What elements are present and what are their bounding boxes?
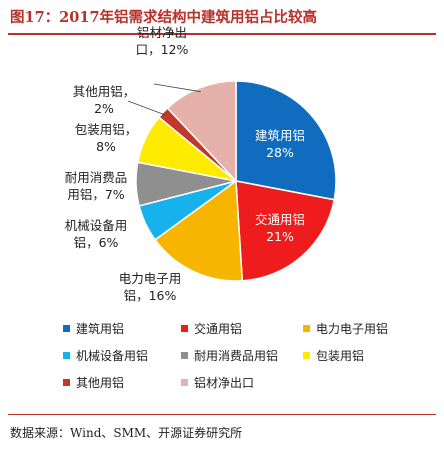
source-note: 数据来源：Wind、SMM、开源证券研究所	[10, 426, 243, 440]
slice-label-text: 铝，16%	[124, 288, 177, 303]
slice-label-text: 铝材净出	[137, 25, 187, 40]
pie-slice	[235, 80, 337, 201]
slice-label-text: 8%	[96, 139, 116, 154]
legend-label: 机械设备用铝	[76, 349, 149, 363]
legend-item: 交通用铝	[181, 320, 242, 337]
pie-chart: 建筑用铝 28% 交通用铝 21% 电力电子用铝，16% 机械设备用铝，6% 耐用消费品用铝…	[65, 25, 337, 303]
slice-label-text: 21%	[266, 229, 294, 244]
slice-label: 铝材净出口，12%	[136, 25, 189, 57]
legend-swatch	[63, 379, 70, 386]
slice-label: 建筑用铝 28%	[255, 128, 305, 160]
slice-label-text: 其他用铝，	[73, 84, 136, 99]
slice-label-text: 2%	[94, 101, 114, 116]
slice-label-text: 用铝，7%	[67, 187, 124, 202]
legend-label: 建筑用铝	[76, 322, 125, 336]
legend-swatch	[303, 325, 310, 332]
pie-slice	[235, 180, 336, 282]
legend-swatch	[181, 325, 188, 332]
legend-swatch	[63, 325, 70, 332]
legend-swatch	[181, 352, 188, 359]
legend-swatch	[303, 352, 310, 359]
title-rule	[8, 33, 436, 35]
slice-label-text: 铝，6%	[74, 235, 119, 250]
slice-label-text: 口，12%	[136, 42, 189, 57]
source-rule	[8, 414, 436, 415]
slice-label-text: 交通用铝	[255, 212, 305, 227]
legend-label: 铝材净出口	[194, 376, 255, 390]
legend-item: 电力电子用铝	[303, 320, 388, 337]
pie-slice	[166, 80, 237, 183]
slice-label-text: 建筑用铝	[255, 128, 305, 143]
slice-label: 其他用铝， 2%	[73, 84, 136, 116]
legend-label: 耐用消费品用铝	[194, 349, 279, 363]
pie-slice	[154, 179, 244, 282]
legend-item: 耐用消费品用铝	[181, 347, 278, 364]
legend-swatch	[181, 379, 188, 386]
slice-label: 耐用消费品用铝，7%	[65, 170, 128, 202]
slice-label-text: 耐用消费品	[65, 170, 128, 185]
legend-item: 其他用铝	[63, 374, 124, 391]
slice-label-text: 机械设备用	[65, 218, 128, 233]
chart-title: 图17：2017年铝需求结构中建筑用铝占比较高	[10, 9, 318, 26]
legend-item: 机械设备用铝	[63, 347, 148, 364]
leader-line	[127, 100, 167, 116]
legend-label: 其他用铝	[76, 376, 125, 390]
legend-label: 包装用铝	[316, 349, 365, 363]
legend-item: 包装用铝	[303, 347, 364, 364]
slice-label-text: 28%	[266, 145, 294, 160]
legend-item: 铝材净出口	[181, 374, 254, 391]
legend-swatch	[63, 352, 70, 359]
slice-label: 机械设备用铝，6%	[65, 218, 128, 250]
slice-label: 交通用铝 21%	[255, 212, 305, 244]
slice-label: 包装用铝， 8%	[75, 122, 138, 154]
slice-label-text: 电力电子用	[119, 271, 182, 286]
leader-line	[153, 83, 201, 93]
legend-label: 电力电子用铝	[316, 322, 389, 336]
slice-label-text: 包装用铝，	[75, 122, 138, 137]
slice-label: 电力电子用铝，16%	[119, 271, 182, 303]
legend-label: 交通用铝	[194, 322, 243, 336]
legend-item: 建筑用铝	[63, 320, 124, 337]
